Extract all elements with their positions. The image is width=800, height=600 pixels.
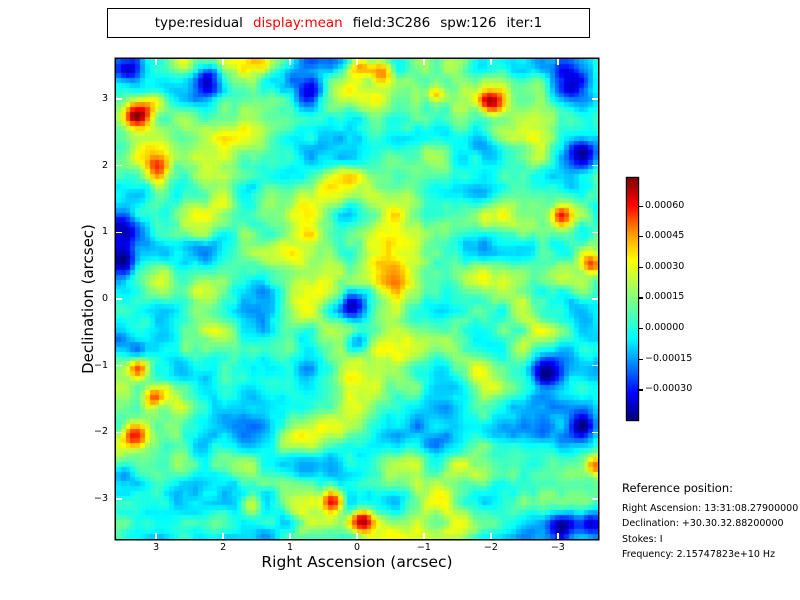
colorbar-tick-label: 0.00030 — [645, 260, 685, 272]
y-tick-mark — [592, 98, 598, 100]
y-tick-mark — [116, 431, 122, 434]
colorbar-tick-label: −0.00030 — [645, 383, 693, 395]
x-tick-mark — [222, 533, 224, 539]
y-tick-label: −1 — [93, 359, 108, 371]
reference-dec: Declination: +30.30.32.88200000 — [622, 518, 784, 530]
title-part-spw: spw:126 — [440, 15, 497, 31]
y-tick-label: −3 — [93, 493, 108, 504]
y-tick-label: −2 — [93, 426, 108, 438]
colorbar-tick-mark — [638, 236, 643, 238]
colorbar-tick-mark — [638, 389, 643, 391]
x-tick-label: 1 — [287, 542, 294, 553]
x-tick-mark — [423, 533, 425, 539]
x-tick-mark — [289, 533, 291, 539]
y-tick-mark — [592, 431, 598, 434]
y-tick-label: 3 — [101, 93, 108, 104]
colorbar-tick-mark — [638, 205, 643, 207]
y-tick-mark — [592, 164, 598, 167]
reference-heading: Reference position: — [622, 481, 733, 495]
x-tick-mark — [356, 533, 358, 539]
title-part-display: display:mean — [252, 15, 343, 31]
reference-ra: Right Ascension: 13:31:08.27900000 — [622, 503, 799, 514]
y-tick-mark — [592, 498, 598, 500]
colorbar-tick-mark — [638, 297, 643, 299]
colorbar-tick-mark — [638, 266, 643, 269]
y-tick-label: 1 — [101, 226, 108, 238]
colorbar-tick-label: 0.00015 — [645, 291, 685, 303]
residual-heatmap-plot — [116, 59, 598, 539]
y-tick-mark — [116, 364, 122, 367]
x-tick-label: 3 — [153, 542, 160, 553]
x-tick-label: 2 — [220, 542, 227, 553]
y-tick-mark — [116, 498, 122, 500]
y-tick-mark — [592, 298, 598, 300]
y-tick-mark — [592, 364, 598, 367]
y-tick-mark — [116, 164, 122, 167]
x-tick-label: −2 — [483, 542, 498, 553]
residual-heatmap-canvas — [116, 59, 598, 539]
title-part-iter: iter:1 — [506, 15, 543, 31]
x-tick-label: −1 — [416, 542, 431, 553]
x-tick-mark — [222, 59, 224, 65]
x-tick-mark — [356, 59, 358, 65]
x-tick-mark — [155, 59, 157, 65]
colorbar-tick-label: −0.00015 — [645, 352, 693, 364]
reference-stokes: Stokes: I — [622, 533, 663, 545]
x-axis-title: Right Ascension (arcsec) — [261, 553, 453, 571]
colorbar-tick-mark — [638, 358, 643, 360]
x-tick-mark — [155, 533, 157, 539]
title-part-type: type:residual — [154, 15, 243, 31]
y-tick-mark — [592, 231, 598, 234]
y-tick-mark — [116, 298, 122, 300]
x-tick-mark — [490, 59, 492, 65]
x-tick-mark — [490, 533, 492, 539]
y-tick-label: 0 — [101, 293, 108, 304]
colorbar-tick-label: 0.00045 — [645, 230, 685, 242]
x-tick-mark — [557, 533, 559, 539]
colorbar-tick-label: 0.00060 — [645, 199, 685, 211]
x-tick-mark — [423, 59, 425, 65]
colorbar-tick-mark — [638, 328, 643, 330]
y-tick-mark — [116, 231, 122, 234]
x-tick-mark — [289, 59, 291, 65]
x-tick-label: 0 — [353, 542, 361, 553]
title-part-field: field:3C286 — [352, 15, 431, 31]
reference-position-block: Reference position: Right Ascension: 13:… — [622, 481, 798, 563]
y-tick-mark — [116, 98, 122, 100]
y-tick-label: 2 — [101, 159, 108, 171]
x-tick-label: −3 — [550, 542, 565, 553]
reference-frequency: Frequency: 2.15747823e+10 Hz — [622, 549, 776, 561]
colorbar-gradient — [627, 178, 638, 420]
colorbar-tick-label: 0.00000 — [645, 322, 685, 334]
x-tick-mark — [557, 59, 559, 65]
title-box: type:residual display:mean field:3C286 s… — [107, 8, 590, 38]
